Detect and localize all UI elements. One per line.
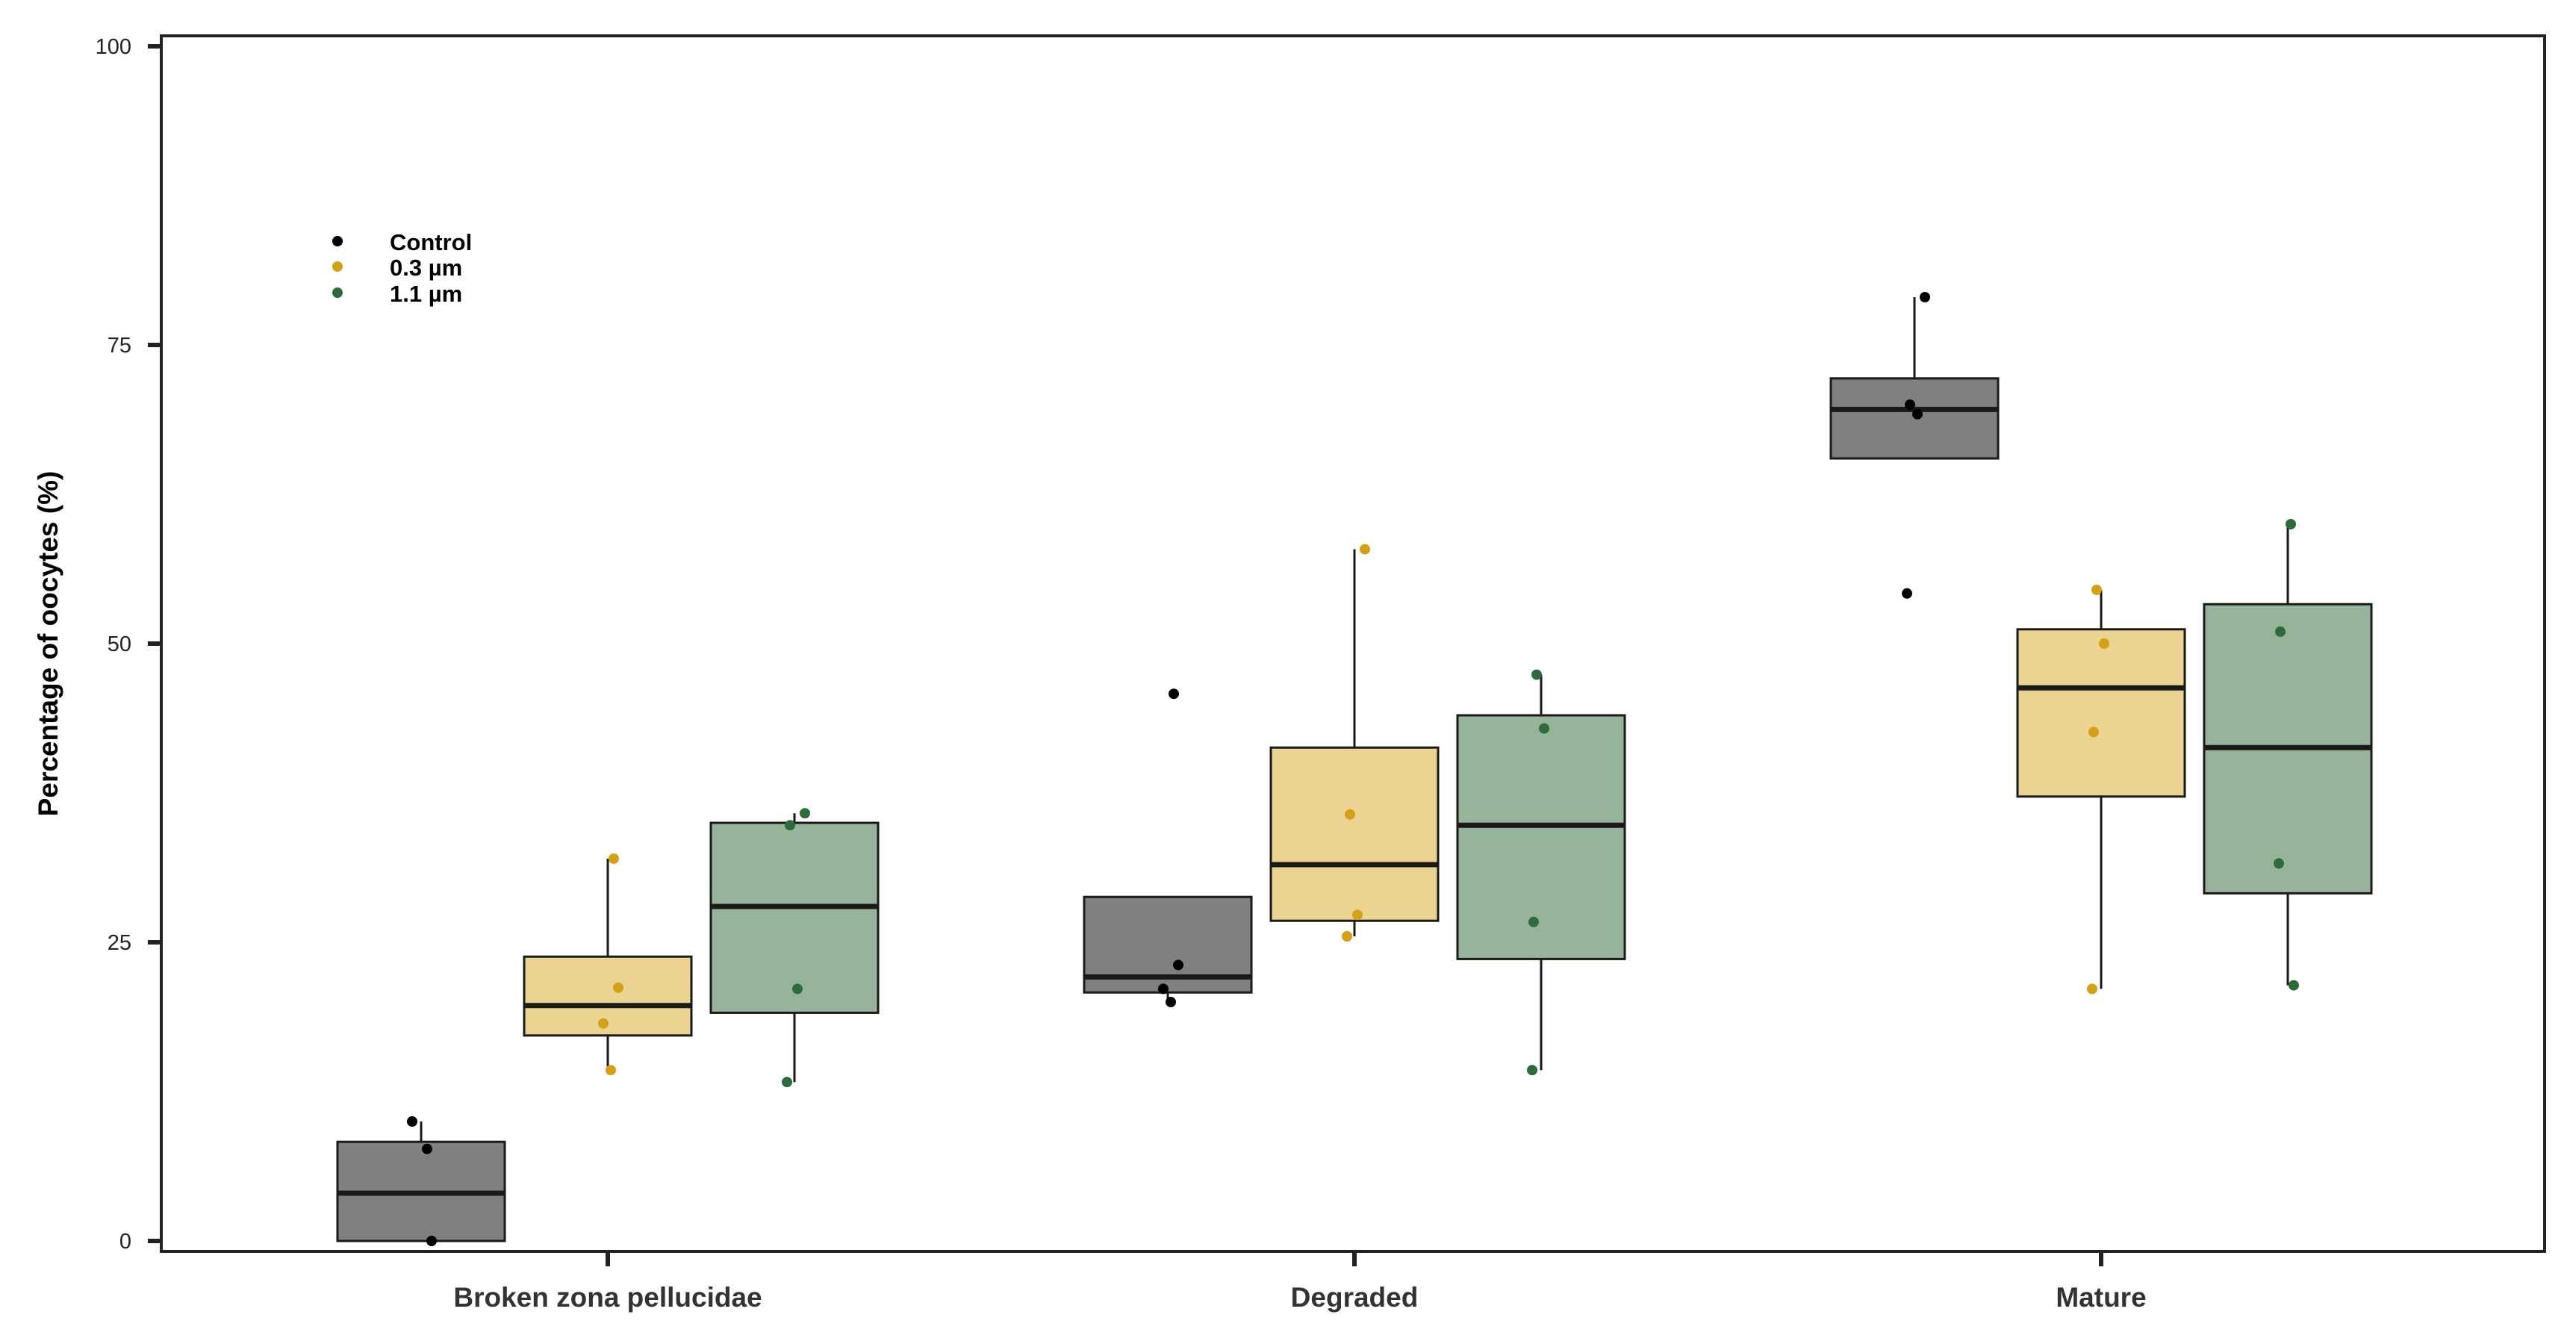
x-axis: Broken zona pellucidae Degraded Mature — [453, 1251, 2147, 1313]
data-point — [785, 820, 795, 831]
data-point — [1527, 1065, 1537, 1076]
boxes — [336, 297, 2373, 1242]
box-2-1 — [1456, 674, 1626, 1071]
data-point — [1169, 688, 1179, 700]
legend-label: 0.3 µm — [390, 255, 462, 281]
data-point — [2091, 585, 2102, 595]
data-point — [1539, 723, 1549, 734]
data-points — [407, 292, 2299, 1246]
data-point — [426, 1236, 437, 1246]
y-axis: 0 25 50 75 100 — [96, 35, 161, 1254]
box-rect — [1456, 714, 1626, 960]
data-point — [1173, 959, 1183, 971]
box-rect — [2016, 628, 2186, 798]
data-point — [1920, 292, 1930, 302]
x-tick-label: Mature — [2056, 1282, 2146, 1313]
y-tick-label: 0 — [119, 1230, 131, 1254]
x-tick-label: Broken zona pellucidae — [453, 1282, 762, 1313]
data-point — [422, 1143, 432, 1154]
data-point — [2289, 980, 2299, 991]
data-point — [613, 982, 623, 993]
data-point — [792, 983, 803, 995]
data-point — [609, 853, 619, 864]
data-point — [1158, 983, 1169, 995]
data-point — [1902, 588, 1912, 599]
x-tick-label: Degraded — [1291, 1282, 1419, 1313]
data-point — [606, 1065, 616, 1076]
data-point — [1912, 408, 1923, 420]
y-tick-label: 75 — [108, 334, 131, 358]
box-0-1 — [1083, 895, 1253, 1002]
legend-marker — [332, 287, 343, 298]
legend-marker — [332, 236, 343, 246]
data-point — [2286, 519, 2296, 529]
data-point — [800, 808, 810, 819]
data-point — [598, 1018, 609, 1029]
box-2-0 — [709, 813, 880, 1083]
box-rect — [709, 821, 880, 1014]
legend-label: 1.1 µm — [390, 281, 462, 307]
data-point — [2088, 727, 2099, 738]
y-tick-label: 100 — [96, 35, 131, 59]
y-tick-label: 50 — [108, 632, 131, 656]
data-point — [1166, 997, 1176, 1007]
data-point — [2275, 626, 2286, 637]
box-1-2 — [2016, 590, 2186, 989]
y-axis-title: Percentage of oocytes (%) — [33, 471, 63, 817]
data-point — [407, 1116, 417, 1127]
data-point — [1352, 909, 1363, 921]
data-point — [1905, 399, 1915, 410]
box-0-0 — [336, 1121, 506, 1242]
y-tick-label: 25 — [108, 931, 131, 955]
data-point — [2099, 638, 2109, 649]
box-1-1 — [1269, 549, 1440, 936]
data-point — [1342, 931, 1352, 942]
data-point — [1345, 809, 1355, 820]
legend-label: Control — [390, 229, 472, 255]
data-point — [1528, 916, 1539, 927]
legend-marker — [332, 261, 343, 272]
box-2-2 — [2203, 524, 2373, 986]
data-point — [1360, 544, 1370, 555]
data-point — [1531, 669, 1542, 680]
box-rect — [1269, 746, 1440, 922]
plot-panel — [160, 34, 2546, 1253]
data-point — [782, 1077, 792, 1088]
data-point — [2274, 858, 2284, 869]
data-point — [2087, 983, 2097, 995]
